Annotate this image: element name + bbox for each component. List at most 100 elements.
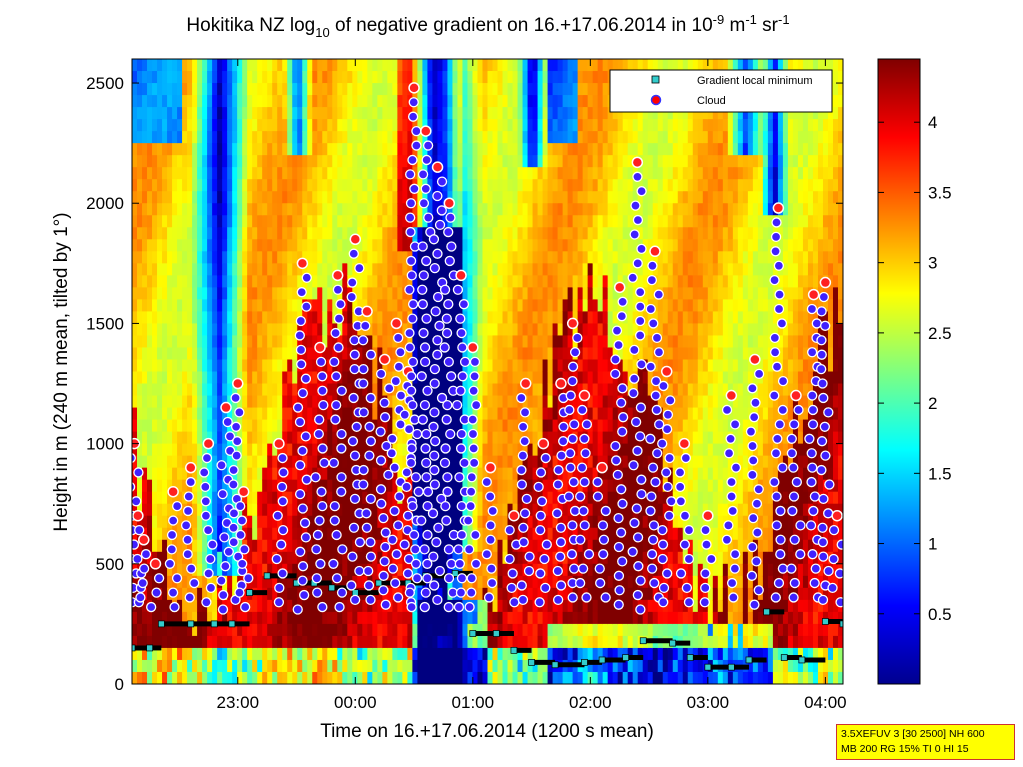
heatmap-cell — [147, 323, 153, 337]
heatmap-cell — [302, 131, 308, 144]
heatmap-cell — [547, 635, 554, 649]
heatmap-cell — [262, 539, 268, 553]
heatmap-cell — [477, 515, 484, 529]
heatmap-cell — [312, 239, 318, 252]
heatmap-cell — [502, 431, 509, 445]
heatmap-cell — [457, 119, 464, 132]
heatmap-cell — [592, 419, 599, 433]
heatmap-cell — [347, 119, 353, 132]
heatmap-cell — [522, 215, 529, 228]
heatmap-cell — [242, 347, 248, 361]
heatmap-cell — [157, 539, 163, 553]
heatmap-cell — [147, 419, 153, 433]
heatmap-cell — [567, 275, 574, 288]
heatmap-cell — [202, 623, 208, 637]
heatmap-cell — [302, 491, 308, 505]
heatmap-cell — [367, 167, 373, 180]
heatmap-cell — [287, 347, 293, 361]
heatmap-cell — [257, 287, 263, 300]
heatmap-cell — [347, 455, 353, 469]
heatmap-cell — [592, 143, 599, 156]
heatmap-cell — [182, 311, 188, 325]
heatmap-cell — [587, 203, 594, 216]
heatmap-cell — [507, 395, 514, 409]
heatmap-cell — [522, 191, 529, 204]
heatmap-cell — [167, 311, 173, 325]
heatmap-cell — [217, 431, 223, 445]
heatmap-cell — [487, 323, 494, 337]
heatmap-cell — [222, 167, 228, 180]
heatmap-cell — [207, 419, 213, 433]
heatmap-cell — [467, 659, 474, 673]
heatmap-cell — [387, 83, 393, 96]
heatmap-cell — [162, 119, 168, 132]
heatmap-cell — [417, 119, 424, 132]
heatmap-cell — [152, 419, 158, 433]
heatmap-cell — [297, 155, 303, 168]
heatmap-cell — [152, 647, 158, 661]
heatmap-cell — [142, 431, 148, 445]
heatmap-cell — [267, 491, 273, 505]
heatmap-cell — [417, 251, 424, 264]
heatmap-cell — [227, 275, 233, 288]
heatmap-cell — [147, 143, 153, 156]
heatmap-cell — [262, 503, 268, 517]
heatmap-cell — [442, 371, 449, 385]
heatmap-cell — [572, 647, 579, 661]
heatmap-cell — [372, 395, 378, 409]
heatmap-cell — [577, 443, 584, 457]
heatmap-cell — [177, 383, 183, 397]
heatmap-cell — [462, 407, 469, 421]
heatmap-cell — [157, 635, 163, 649]
heatmap-cell — [432, 203, 439, 216]
heatmap-cell — [332, 239, 338, 252]
heatmap-cell — [322, 431, 328, 445]
heatmap-cell — [397, 599, 403, 613]
heatmap-cell — [192, 251, 198, 264]
heatmap-cell — [282, 419, 288, 433]
heatmap-cell — [357, 191, 363, 204]
heatmap-cell — [322, 647, 328, 661]
heatmap-cell — [257, 155, 263, 168]
heatmap-cell — [287, 155, 293, 168]
heatmap-cell — [397, 287, 403, 300]
heatmap-cell — [152, 179, 158, 192]
heatmap-cell — [567, 287, 574, 300]
plot-area — [132, 59, 843, 684]
heatmap-cell — [587, 503, 594, 517]
heatmap-cell — [327, 119, 333, 132]
heatmap-cell — [367, 635, 373, 649]
heatmap-cell — [462, 431, 469, 445]
heatmap-cell — [237, 659, 243, 673]
heatmap-cell — [332, 191, 338, 204]
heatmap-cell — [157, 239, 163, 252]
heatmap-cell — [337, 203, 343, 216]
heatmap-cell — [227, 671, 233, 684]
heatmap-cell — [327, 215, 333, 228]
heatmap-cell — [237, 347, 243, 361]
heatmap-cell — [297, 431, 303, 445]
heatmap-cell — [167, 239, 173, 252]
heatmap-cell — [512, 647, 519, 661]
heatmap-cell — [347, 203, 353, 216]
heatmap-cell — [277, 71, 283, 84]
heatmap-cell — [292, 83, 298, 96]
heatmap-cell — [327, 323, 333, 337]
heatmap-cell — [307, 119, 313, 132]
heatmap-cell — [322, 635, 328, 649]
heatmap-cell — [237, 539, 243, 553]
heatmap-cell — [347, 419, 353, 433]
heatmap-cell — [507, 215, 514, 228]
heatmap-cell — [482, 287, 489, 300]
heatmap-cell — [297, 167, 303, 180]
heatmap-cell — [472, 635, 479, 649]
heatmap-cell — [292, 227, 298, 240]
heatmap-cell — [597, 155, 604, 168]
heatmap-cell — [182, 71, 188, 84]
heatmap-cell — [502, 263, 509, 276]
heatmap-cell — [472, 539, 479, 553]
heatmap-cell — [607, 167, 614, 180]
heatmap-cell — [162, 599, 168, 613]
heatmap-cell — [362, 179, 368, 192]
heatmap-cell — [182, 191, 188, 204]
